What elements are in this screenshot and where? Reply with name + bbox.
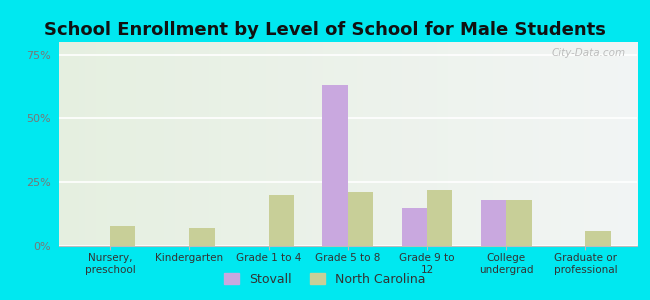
Bar — [481, 200, 506, 246]
Bar — [506, 200, 532, 246]
Bar — [110, 226, 135, 246]
Text: City-Data.com: City-Data.com — [551, 48, 625, 58]
Legend: Stovall, North Carolina: Stovall, North Carolina — [219, 268, 431, 291]
Bar — [586, 231, 611, 246]
Bar — [268, 195, 294, 246]
Bar — [322, 85, 348, 246]
Bar — [402, 208, 427, 246]
Bar — [427, 190, 452, 246]
Text: School Enrollment by Level of School for Male Students: School Enrollment by Level of School for… — [44, 21, 606, 39]
Bar — [348, 193, 373, 246]
Bar — [189, 228, 214, 246]
